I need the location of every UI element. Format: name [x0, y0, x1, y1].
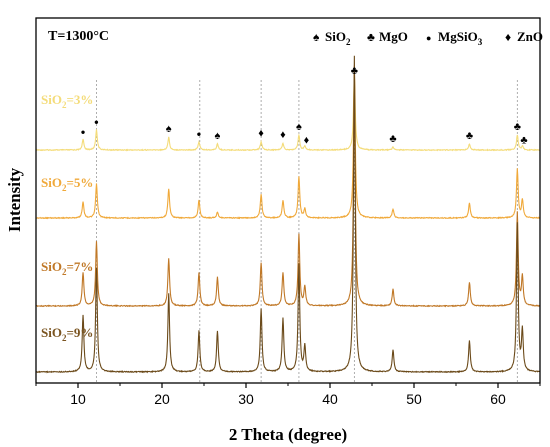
series-line-2: [35, 69, 540, 220]
dot-icon: ●: [426, 33, 431, 43]
peak-marker: ♣: [514, 121, 521, 133]
peak-marker: ♣: [351, 65, 358, 77]
peak-marker: ♣: [466, 130, 473, 142]
legend-label-1: SiO2: [325, 29, 351, 47]
temperature-annotation: T=1300°C: [48, 29, 109, 44]
series-line-1: [35, 75, 541, 152]
legend-label-4: ZnO: [517, 29, 543, 44]
series-line-4: [35, 55, 541, 374]
legend-label-3: MgSiO3: [438, 29, 483, 47]
spade-icon: ♠: [313, 30, 320, 44]
peak-marker: ♦: [280, 129, 286, 141]
x-tick-label: 20: [154, 391, 170, 407]
peak-markers: ●●♠ ● ♠ ♦ ♦♠♦♣♣ ♣♣♣: [81, 65, 528, 147]
series-label-3: SiO2=7%: [41, 259, 93, 277]
club-icon: ♣: [367, 30, 375, 44]
series-line-3: [35, 65, 541, 308]
x-tick-label: 40: [322, 391, 338, 407]
peak-marker: ●: [94, 118, 99, 127]
series-label-4: SiO2=9%: [41, 325, 93, 343]
peak-marker: ♦: [258, 128, 264, 140]
x-tick-label: 50: [406, 391, 422, 407]
series-label-2: SiO2=5%: [41, 175, 93, 193]
legend: ♠ SiO2 ♣ MgO ● MgSiO3 ♦ ZnO: [313, 29, 543, 47]
peak-marker: ♣: [389, 133, 396, 145]
x-axis-ticks: 10 20 30 40 50 60: [35, 383, 541, 407]
y-axis-label: Intensity: [5, 167, 24, 232]
x-axis-label: 2 Theta (degree): [229, 425, 347, 444]
peak-marker: ♠: [215, 130, 221, 142]
peak-marker: ♠: [296, 121, 302, 133]
peak-marker: ♦: [304, 135, 310, 147]
x-tick-label: 60: [490, 391, 506, 407]
x-tick-label: 10: [70, 391, 86, 407]
peak-marker: ●: [81, 127, 86, 136]
peak-marker: ♠: [166, 123, 172, 135]
series-label-1: SiO2=3%: [41, 92, 93, 110]
traces: [35, 55, 541, 374]
reference-lines: [96, 80, 518, 383]
diamond-icon: ♦: [505, 30, 511, 44]
x-tick-label: 30: [238, 391, 254, 407]
peak-marker: ●: [197, 130, 202, 139]
legend-label-2: MgO: [379, 29, 408, 44]
series-labels: SiO2=3% SiO2=5% SiO2=7% SiO2=9%: [41, 92, 93, 343]
peak-marker: ♣: [520, 135, 527, 147]
